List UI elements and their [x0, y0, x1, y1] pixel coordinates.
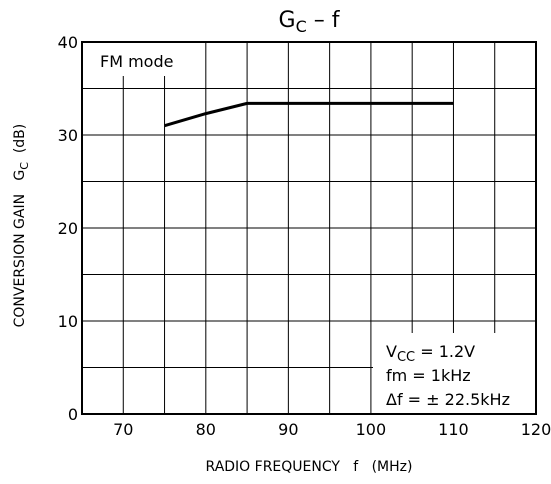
- x-tick-label: 120: [521, 420, 551, 439]
- y-tick-label: 40: [58, 33, 78, 52]
- condition-fm: fm = 1kHz: [386, 366, 471, 385]
- x-tick-label: 100: [356, 420, 387, 439]
- series-line-0: [164, 101, 454, 128]
- mode-label: FM mode: [100, 52, 173, 71]
- y-tick-labels: 0 10 20 30 40: [58, 33, 78, 424]
- mode-label-box: [83, 43, 189, 76]
- y-tick-label: 0: [68, 405, 78, 424]
- x-tick-label: 70: [113, 420, 133, 439]
- conditions-box: [373, 333, 535, 413]
- y-tick-label: 20: [58, 219, 78, 238]
- x-tick-labels: 70 80 90 100 110 120: [113, 420, 551, 439]
- x-tick-label: 110: [438, 420, 469, 439]
- x-axis-label: RADIO FREQUENCY f (MHz): [206, 459, 413, 475]
- condition-vcc: VCC = 1.2V: [386, 342, 475, 365]
- y-tick-label: 30: [58, 126, 78, 145]
- y-axis-label: CONVERSION GAIN GC (dB): [12, 101, 31, 358]
- x-tick-label: 80: [196, 420, 216, 439]
- x-tick-label: 90: [278, 420, 298, 439]
- plot-frame: [81, 41, 537, 415]
- chart-title: GC – f: [279, 8, 341, 36]
- series-group: [164, 101, 454, 128]
- condition-deviation: Δf = ± 22.5kHz: [386, 390, 510, 409]
- y-tick-label: 10: [58, 312, 78, 331]
